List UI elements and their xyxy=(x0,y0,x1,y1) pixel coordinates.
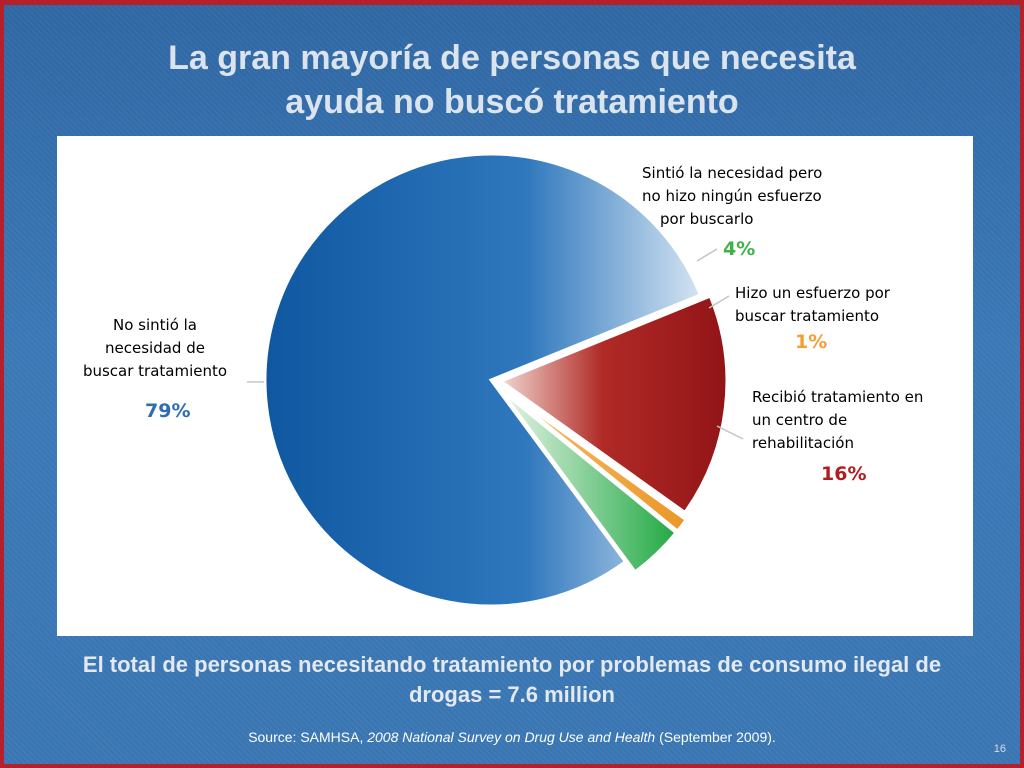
leader-line xyxy=(716,425,744,440)
top-border xyxy=(0,0,1024,5)
source-prefix: Source: SAMHSA, xyxy=(248,729,364,745)
leader-line xyxy=(708,295,730,309)
slice-label-line: necesidad de xyxy=(105,339,205,357)
slice-label-line: Recibió tratamiento en xyxy=(752,388,924,406)
bottom-border xyxy=(0,764,1024,768)
slice-label-no-sintio: No sintió la necesidad de buscar tratamien… xyxy=(65,314,245,383)
slice-pct-4: 4% xyxy=(723,238,756,260)
slice-label-hizo-esfuerzo: Hizo un esfuerzo por buscar tratamiento xyxy=(735,282,935,328)
slice-label-line: rehabilitación xyxy=(752,434,854,452)
slice-label-line: buscar tratamiento xyxy=(82,362,228,380)
slice-pct-79: 79% xyxy=(145,400,191,422)
slide-title: La gran mayoría de personas que necesita… xyxy=(60,36,964,124)
page-number: 16 xyxy=(993,743,1006,755)
title-line-2: ayuda no buscó tratamiento xyxy=(285,83,739,121)
slice-pct-1: 1% xyxy=(795,331,828,353)
pie-slice-sintio xyxy=(499,388,679,574)
pie-slice-no-sintio xyxy=(263,152,703,608)
source-citation: Source: SAMHSA, 2008 National Survey on … xyxy=(0,729,1024,745)
pie-chart xyxy=(247,152,744,608)
pie-slice-hizo-esfuerzo xyxy=(501,387,689,534)
slice-label-line: No sintió la xyxy=(112,316,197,334)
source-suffix: (September 2009). xyxy=(659,729,776,745)
pie-slice-recibio xyxy=(497,294,729,515)
slice-label-recibio: Recibió tratamiento en un centro de rehabi… xyxy=(752,386,962,455)
slice-label-sintio: Sintió la necesidad pero no hizo ningún e… xyxy=(642,162,852,231)
right-border xyxy=(1020,0,1024,768)
total-summary-line-1: El total de personas necesitando tratami… xyxy=(82,652,942,677)
total-summary-line-2: drogas = 7.6 million xyxy=(408,682,615,707)
slice-label-line: Hizo un esfuerzo por xyxy=(735,284,890,302)
slice-label-line: Sintió la necesidad pero xyxy=(642,164,823,182)
leader-line xyxy=(696,248,718,262)
left-border xyxy=(0,0,4,768)
slice-label-line: buscar tratamiento xyxy=(735,307,880,325)
slice-pct-16: 16% xyxy=(821,463,867,485)
slice-label-line: por buscarlo xyxy=(660,210,754,228)
title-line-1: La gran mayoría de personas que necesita xyxy=(168,39,856,77)
source-title: 2008 National Survey on Drug Use and Hea… xyxy=(367,729,656,745)
chart-panel: No sintió la necesidad de buscar tratamien… xyxy=(57,136,973,636)
slice-label-line: un centro de xyxy=(752,411,848,429)
total-summary: El total de personas necesitando tratami… xyxy=(0,650,1024,710)
slice-label-line: no hizo ningún esfuerzo xyxy=(642,187,822,205)
